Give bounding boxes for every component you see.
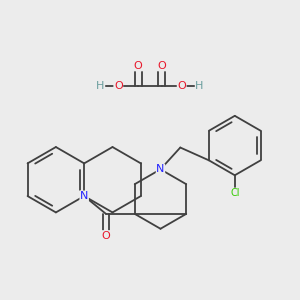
Text: O: O [158,61,166,71]
Text: Cl: Cl [230,188,239,198]
Text: O: O [102,231,110,241]
Text: O: O [114,81,123,91]
Text: O: O [134,61,142,71]
Text: N: N [80,191,88,201]
Text: H: H [195,81,204,91]
Text: H: H [96,81,105,91]
Text: N: N [156,164,165,174]
Text: O: O [177,81,186,91]
